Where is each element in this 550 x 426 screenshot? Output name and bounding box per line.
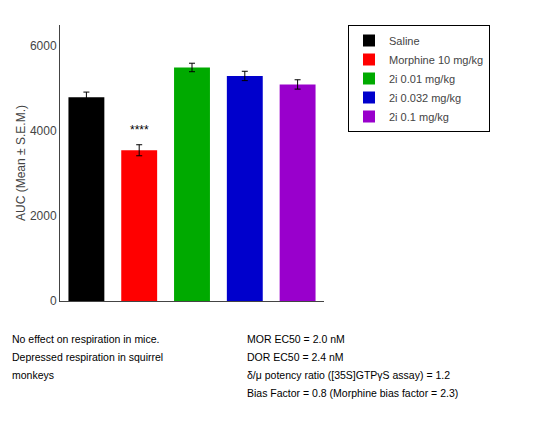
svg-text:Morphine 10 mg/kg: Morphine 10 mg/kg bbox=[389, 54, 483, 66]
svg-text:2i 0.1 mg/kg: 2i 0.1 mg/kg bbox=[389, 111, 449, 123]
svg-text:Depressed respiration in squir: Depressed respiration in squirrel bbox=[12, 351, 163, 363]
svg-text:No effect on respiration in mi: No effect on respiration in mice. bbox=[12, 333, 159, 345]
svg-text:MOR EC50 = 2.0 nM: MOR EC50 = 2.0 nM bbox=[247, 333, 345, 345]
svg-text:Saline: Saline bbox=[389, 35, 420, 47]
svg-text:0: 0 bbox=[50, 294, 57, 308]
svg-text:DOR EC50 = 2.4 nM: DOR EC50 = 2.4 nM bbox=[247, 351, 344, 363]
svg-text:6000: 6000 bbox=[30, 39, 57, 53]
svg-text:AUC (Mean ± S.E.M.): AUC (Mean ± S.E.M.) bbox=[14, 105, 28, 221]
svg-text:2000: 2000 bbox=[30, 209, 57, 223]
svg-text:δ/μ potency ratio ([35S]GTPγS: δ/μ potency ratio ([35S]GTPγS assay) = 1… bbox=[247, 369, 450, 381]
svg-text:****: **** bbox=[130, 123, 149, 137]
svg-text:2i 0.032 mg/kg: 2i 0.032 mg/kg bbox=[389, 92, 461, 104]
svg-text:monkeys: monkeys bbox=[12, 369, 54, 381]
svg-text:2i 0.01 mg/kg: 2i 0.01 mg/kg bbox=[389, 73, 455, 85]
svg-text:4000: 4000 bbox=[30, 124, 57, 138]
svg-text:Bias Factor = 0.8 (Morphine bi: Bias Factor = 0.8 (Morphine bias factor … bbox=[247, 387, 458, 399]
